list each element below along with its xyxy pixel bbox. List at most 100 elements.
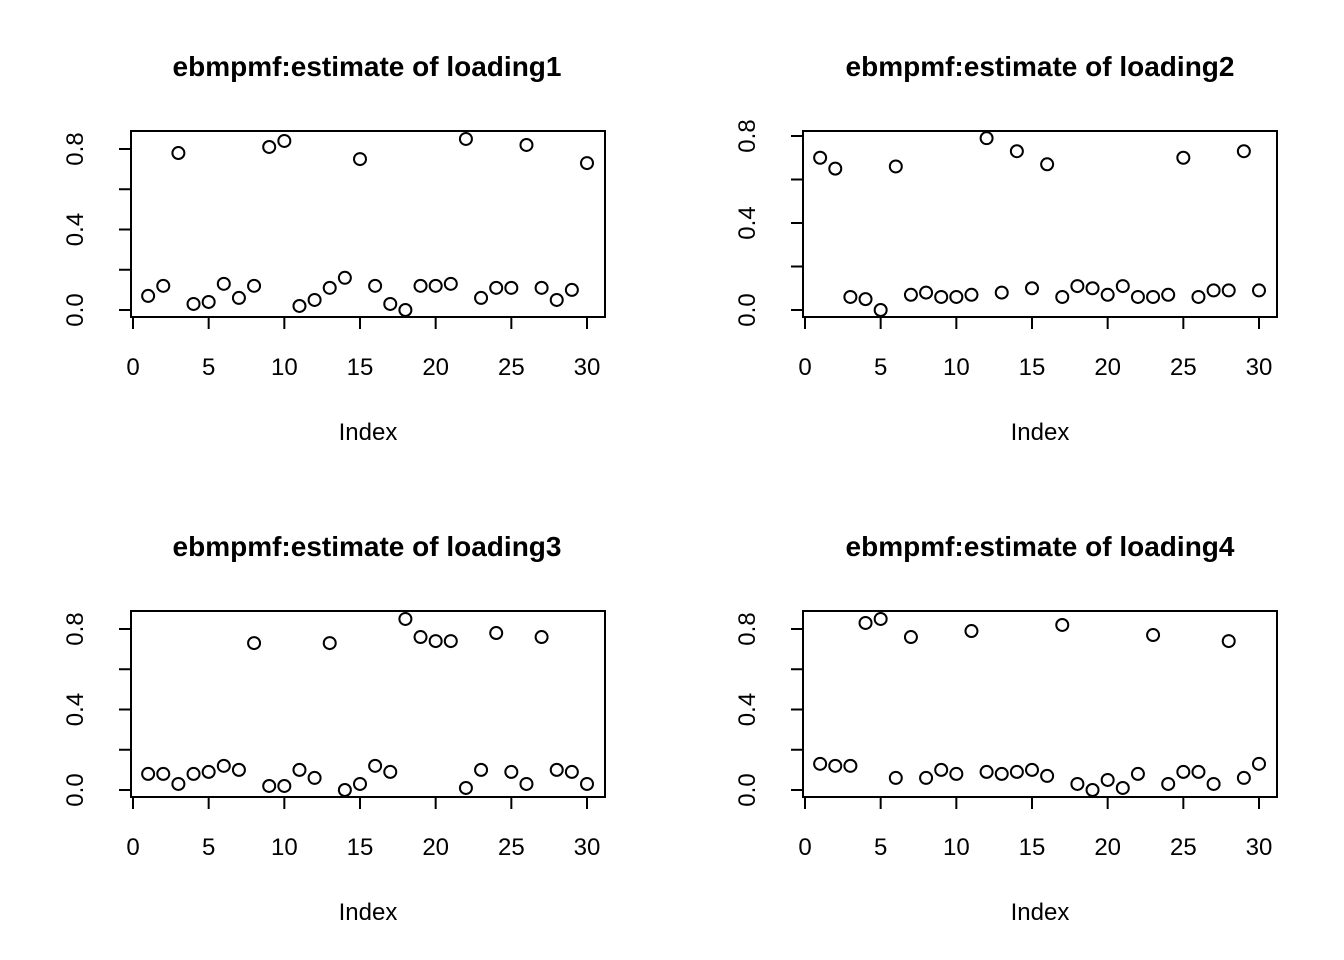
data-point [1221, 283, 1236, 298]
data-point [368, 278, 383, 293]
data-point [443, 276, 458, 291]
y-tick-label: 0.4 [734, 206, 761, 239]
x-tick-label: 0 [798, 834, 811, 861]
data-point [247, 278, 262, 293]
data-point [398, 303, 413, 317]
data-point [1115, 780, 1130, 795]
data-point [277, 133, 292, 148]
data-point [368, 758, 383, 773]
x-tick-label: 25 [1170, 834, 1197, 861]
x-tick-label: 10 [271, 834, 298, 861]
data-point [231, 762, 246, 777]
x-tick-label: 0 [798, 354, 811, 381]
data-point [171, 776, 186, 791]
data-point [474, 290, 489, 305]
data-point [1191, 764, 1206, 779]
data-point [549, 762, 564, 777]
data-point [1055, 289, 1070, 304]
data-point [858, 292, 873, 307]
x-tick-label: 15 [1019, 834, 1046, 861]
data-point [1009, 144, 1024, 159]
data-point [428, 634, 443, 649]
y-tick-label: 0.0 [734, 773, 761, 806]
chart-panel-1: ebmpmf:estimate of loading1 0 5 10 15 20 25 30 0… [62, 51, 606, 446]
x-tick-label: 15 [347, 834, 374, 861]
x-tick-label: 10 [943, 354, 970, 381]
x-axis-label: Index [339, 419, 398, 446]
data-point [1009, 764, 1024, 779]
data-point [353, 776, 367, 791]
data-point [292, 762, 307, 777]
data-point [934, 289, 949, 304]
data-point [1025, 281, 1039, 296]
data-point [1221, 634, 1236, 649]
data-point [1070, 776, 1085, 791]
data-point [843, 289, 858, 304]
y-tick-label: 0.8 [734, 119, 761, 152]
data-point [262, 778, 277, 793]
data-point [383, 296, 398, 311]
data-point [262, 139, 277, 154]
data-point [1252, 283, 1266, 298]
data-point [1146, 289, 1161, 304]
data-point [519, 776, 534, 791]
data-point [1100, 772, 1115, 787]
data-point [398, 611, 413, 626]
data-point [1161, 287, 1176, 302]
data-point [292, 298, 307, 313]
x-tick-label: 10 [271, 354, 298, 381]
plot-frame [802, 130, 1278, 318]
data-point [489, 280, 504, 295]
data-point [1206, 776, 1221, 791]
data-point [534, 280, 549, 295]
x-tick-label: 15 [1019, 354, 1046, 381]
x-tick-label: 0 [126, 834, 139, 861]
data-point [813, 756, 828, 771]
chart-title: ebmpmf:estimate of loading3 [173, 531, 562, 562]
data-point [141, 766, 156, 781]
y-tick-label: 0.4 [734, 693, 761, 726]
data-point [1025, 762, 1039, 777]
data-point [949, 289, 964, 304]
chart-title: ebmpmf:estimate of loading1 [173, 51, 562, 82]
data-point [1130, 289, 1145, 304]
data-point [201, 764, 216, 779]
x-tick-label: 30 [1246, 354, 1273, 381]
y-tick-label: 0.8 [62, 612, 89, 645]
data-point [964, 287, 979, 302]
data-point [231, 290, 246, 305]
data-point [1146, 628, 1161, 643]
x-tick-label: 25 [1170, 354, 1197, 381]
data-point [141, 288, 156, 303]
x-tick-label: 5 [874, 834, 887, 861]
x-tick-label: 25 [498, 834, 525, 861]
data-point [888, 159, 903, 174]
data-point [474, 762, 489, 777]
y-tick-label: 0.0 [62, 773, 89, 806]
data-point [156, 766, 171, 781]
data-point [504, 280, 519, 295]
data-point [337, 783, 352, 797]
x-tick-label: 5 [202, 834, 215, 861]
x-tick-label: 25 [498, 354, 525, 381]
data-point [1130, 766, 1145, 781]
x-tick-label: 15 [347, 354, 374, 381]
x-tick-label: 0 [126, 354, 139, 381]
y-tick-label: 0.4 [62, 693, 89, 726]
data-point [428, 278, 443, 293]
data-point [994, 766, 1009, 781]
data-point [322, 636, 337, 651]
data-point [934, 762, 949, 777]
data-point [458, 131, 473, 146]
x-tick-label: 20 [1094, 354, 1121, 381]
plot-frame [802, 610, 1278, 798]
data-point [1236, 770, 1251, 785]
data-point [1252, 756, 1266, 771]
x-tick-label: 20 [422, 354, 449, 381]
data-point [564, 764, 579, 779]
chart-panel-3: ebmpmf:estimate of loading3 0 5 10 15 20 25 30 0… [62, 531, 606, 926]
data-point [1085, 783, 1100, 797]
data-point [307, 292, 322, 307]
x-tick-label: 20 [1094, 834, 1121, 861]
